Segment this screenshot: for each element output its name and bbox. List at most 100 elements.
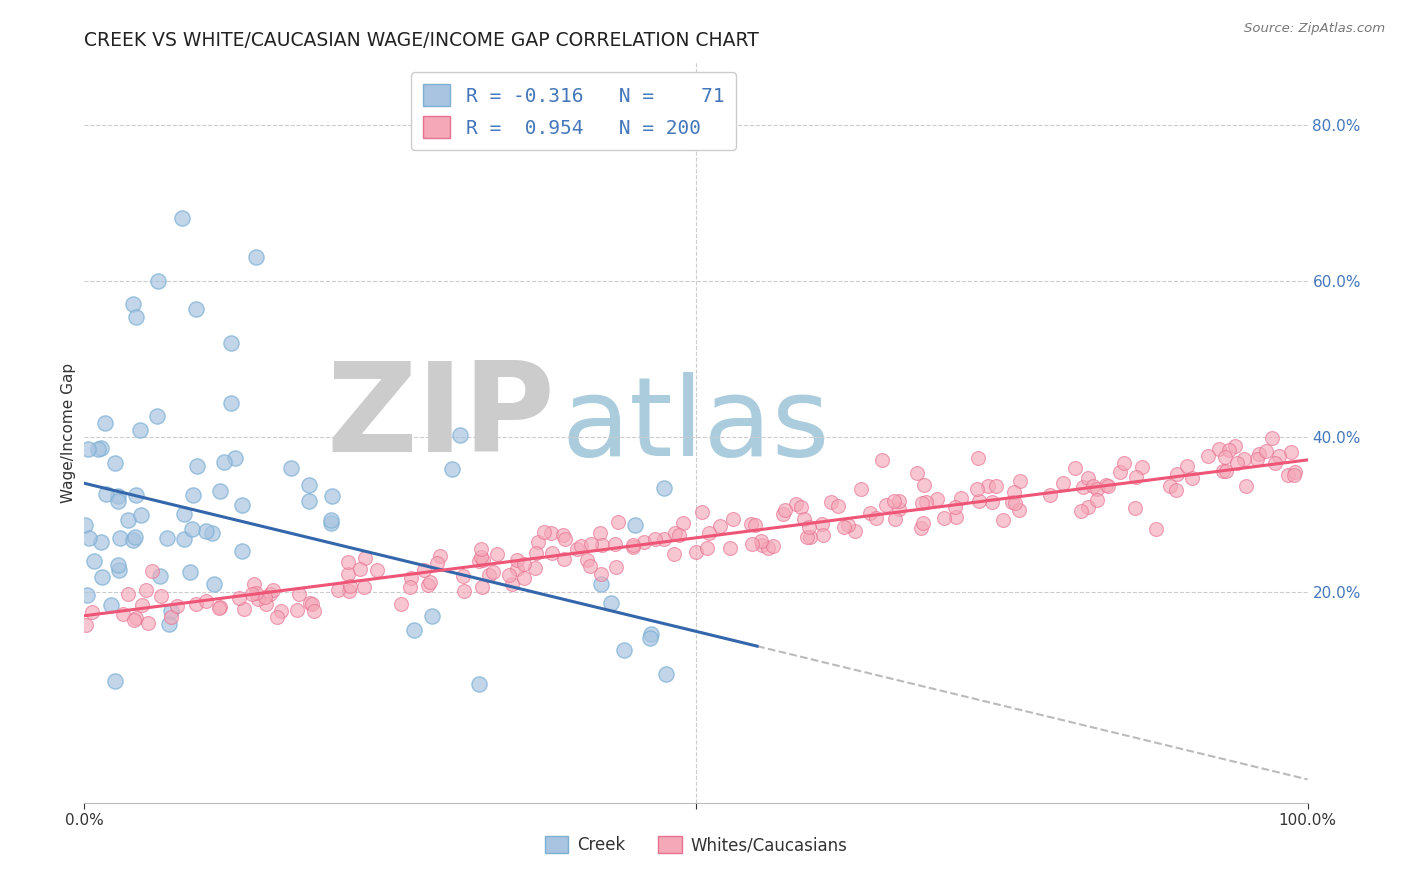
Point (259, 587, 281, 601)
Point (709, 518, 731, 533)
Point (122, 613, 145, 627)
Point (607, 516, 630, 530)
Point (77, 442, 100, 456)
Point (591, 576, 613, 591)
Point (135, 582, 157, 597)
Point (1081, 478, 1104, 492)
Point (865, 510, 887, 524)
Point (912, 478, 935, 492)
Point (633, 534, 655, 549)
Text: Source: ZipAtlas.com: Source: ZipAtlas.com (1244, 22, 1385, 36)
Point (1225, 439, 1247, 453)
Point (301, 597, 323, 611)
Point (569, 539, 592, 553)
Point (811, 528, 834, 542)
Point (224, 450, 246, 465)
Point (245, 250, 267, 264)
Point (262, 582, 284, 597)
Point (94, 416, 117, 430)
Point (984, 479, 1007, 493)
Point (402, 623, 425, 637)
Point (1108, 465, 1130, 479)
Point (1077, 471, 1099, 485)
Point (884, 512, 907, 526)
Point (221, 395, 243, 409)
Point (1077, 500, 1099, 515)
Point (1260, 431, 1282, 445)
Point (1038, 487, 1060, 501)
Point (744, 518, 766, 533)
Point (146, 409, 169, 423)
Point (1249, 446, 1271, 460)
Point (426, 556, 449, 570)
Point (796, 529, 818, 543)
Point (413, 563, 436, 577)
Point (420, 609, 443, 624)
Point (718, 541, 741, 555)
Point (844, 524, 866, 538)
Point (502, 577, 524, 591)
Point (104, 674, 127, 689)
Point (339, 579, 361, 593)
Point (240, 587, 263, 601)
Point (104, 456, 127, 470)
Point (129, 508, 152, 522)
Point (652, 481, 675, 495)
Point (160, 610, 183, 624)
Point (533, 524, 555, 539)
Point (837, 517, 859, 532)
Point (173, 532, 195, 546)
Point (1181, 471, 1204, 485)
Point (166, 599, 188, 613)
Point (179, 565, 201, 579)
Point (243, 577, 266, 591)
Point (526, 535, 548, 549)
Point (339, 583, 361, 598)
Point (875, 498, 897, 512)
Point (1071, 480, 1094, 494)
Point (911, 516, 934, 531)
Point (207, 601, 229, 615)
Point (1001, 495, 1024, 509)
Point (1114, 456, 1136, 470)
Point (186, 459, 208, 474)
Point (107, 558, 129, 573)
Point (112, 607, 135, 622)
Point (107, 489, 129, 503)
Point (270, 605, 292, 619)
Point (304, 604, 326, 618)
Point (181, 522, 204, 536)
Point (910, 521, 932, 535)
Point (1002, 484, 1025, 499)
Point (1254, 444, 1277, 458)
Point (146, 274, 169, 288)
Point (644, 533, 666, 547)
Point (540, 526, 562, 541)
Point (232, 601, 254, 615)
Point (124, 530, 146, 544)
Point (429, 549, 451, 563)
Point (785, 497, 807, 511)
Point (440, 462, 463, 476)
Point (389, 597, 412, 611)
Text: CREEK VS WHITE/CAUCASIAN WAGE/INCOME GAP CORRELATION CHART: CREEK VS WHITE/CAUCASIAN WAGE/INCOME GAP… (84, 30, 759, 50)
Point (797, 520, 820, 534)
Point (245, 586, 267, 600)
Point (832, 520, 855, 534)
Point (288, 587, 311, 601)
Point (851, 482, 873, 496)
Point (664, 525, 686, 540)
Point (449, 427, 471, 442)
Point (468, 677, 491, 691)
Point (326, 582, 349, 597)
Point (911, 496, 934, 510)
Point (887, 493, 910, 508)
Point (173, 508, 195, 522)
Point (366, 563, 388, 577)
Point (1213, 450, 1236, 464)
Point (498, 567, 520, 582)
Point (125, 610, 148, 624)
Point (969, 494, 991, 508)
Point (749, 534, 772, 549)
Point (77, 531, 100, 545)
